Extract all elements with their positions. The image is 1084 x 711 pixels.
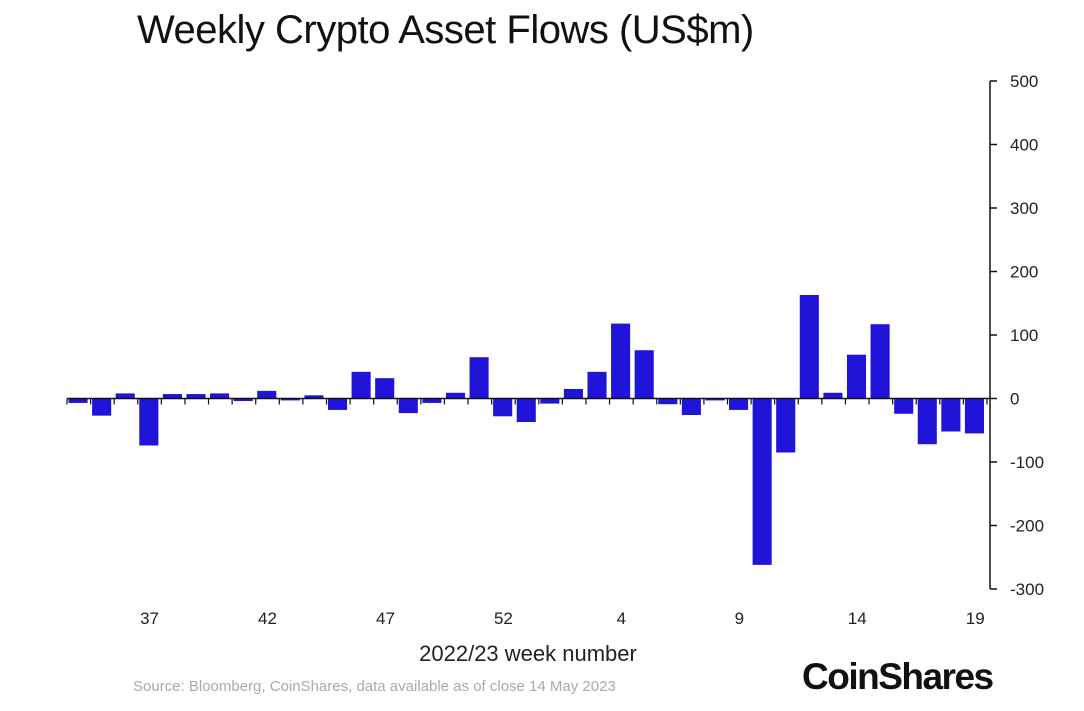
bar-week-8	[705, 398, 725, 401]
bar-week-12	[799, 294, 819, 399]
bar-week-36	[115, 393, 135, 399]
coinshares-logo: CoinShares	[802, 656, 994, 697]
bar-week-39	[186, 394, 206, 399]
bar-week-37	[139, 398, 159, 446]
bar-week-52	[493, 398, 513, 417]
bar-week-43	[280, 398, 300, 401]
y-tick-label: 400	[1010, 136, 1038, 155]
bar-week-48	[398, 398, 418, 414]
bar-week-19	[964, 398, 984, 434]
bar-week-7	[681, 398, 701, 416]
bar-week-51	[469, 357, 489, 399]
y-tick-label: 200	[1010, 263, 1038, 282]
x-tick-label: 47	[376, 609, 395, 628]
y-tick-label: 500	[1010, 72, 1038, 91]
bar-week-3	[587, 371, 607, 399]
bar-week-13	[823, 392, 843, 399]
bar-week-9	[729, 398, 749, 410]
source-note: Source: Bloomberg, CoinShares, data avai…	[133, 678, 616, 695]
bar-week-34	[68, 398, 88, 403]
x-tick-label: 9	[735, 609, 744, 628]
x-tick-label: 52	[494, 609, 513, 628]
bar-week-53	[516, 398, 536, 422]
bar-week-38	[162, 394, 182, 399]
chart-title: Weekly Crypto Asset Flows (US$m)	[137, 8, 754, 52]
bar-week-49	[422, 398, 442, 403]
bar-week-4	[611, 323, 631, 399]
x-tick-label: 19	[966, 609, 985, 628]
x-tick-label: 37	[140, 609, 159, 628]
bar-week-40	[210, 393, 230, 399]
bar-week-17	[917, 398, 937, 445]
y-tick-label: 300	[1010, 199, 1038, 218]
y-tick-label: 100	[1010, 326, 1038, 345]
bar-week-45	[327, 398, 348, 410]
bar-week-44	[304, 395, 324, 399]
bar-week-50	[445, 392, 466, 399]
y-tick-label: -200	[1010, 517, 1044, 536]
bar-week-16	[894, 398, 914, 414]
x-tick-label: 14	[848, 609, 867, 628]
bar-week-11	[776, 398, 796, 453]
bar-week-6	[658, 398, 678, 405]
bar-week-2	[563, 388, 583, 399]
bar-week-47	[375, 378, 395, 399]
x-axis-label: 2022/23 week number	[419, 641, 637, 666]
y-tick-label: -300	[1010, 580, 1044, 599]
x-tick-label: 42	[258, 609, 277, 628]
y-tick-label: -100	[1010, 453, 1044, 472]
bar-week-46	[351, 371, 371, 399]
bar-week-41	[233, 398, 253, 402]
bar-week-10	[752, 398, 772, 565]
bar-week-42	[257, 390, 277, 399]
x-tick-label: 4	[617, 609, 626, 628]
bar-week-14	[846, 354, 867, 399]
bar-week-1	[540, 398, 560, 404]
bar-week-5	[634, 350, 654, 399]
bar-week-15	[870, 324, 890, 399]
bar-week-35	[92, 398, 112, 416]
y-tick-label: 0	[1010, 390, 1019, 409]
bar-week-18	[941, 398, 961, 432]
